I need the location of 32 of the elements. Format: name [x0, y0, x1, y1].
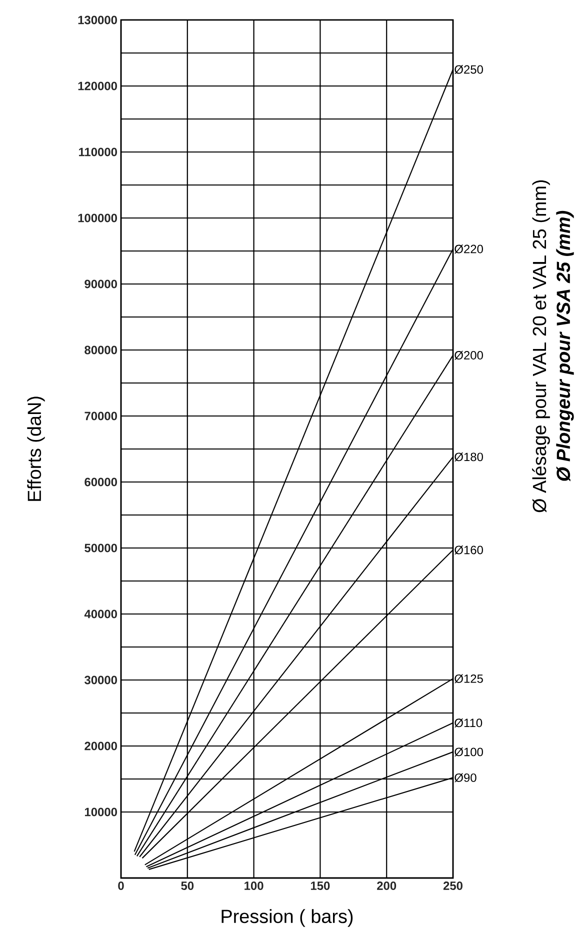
- series-label: Ø250: [454, 65, 483, 74]
- y-tick-label: 120000: [78, 82, 117, 90]
- series-label: Ø90: [454, 773, 476, 782]
- y-tick-label: 130000: [78, 16, 117, 24]
- y-tick-label: 10000: [84, 808, 117, 816]
- y-axis-title: Efforts (daN): [27, 396, 45, 501]
- y-tick-label: 100000: [78, 214, 117, 222]
- y-tick-label: 40000: [84, 610, 117, 618]
- x-tick-label: 100: [244, 882, 264, 890]
- series-label: Ø100: [454, 748, 483, 756]
- y-tick-label: 30000: [84, 676, 117, 684]
- x-tick-label: 150: [310, 882, 330, 890]
- series-label: Ø220: [454, 244, 483, 254]
- x-tick-label: 250: [443, 882, 462, 890]
- y-tick-label: 60000: [84, 478, 117, 486]
- series-label: Ø160: [454, 546, 483, 554]
- y-tick-label: 80000: [84, 346, 117, 354]
- series-label: Ø180: [454, 452, 483, 462]
- x-tick-label: 0: [118, 882, 124, 890]
- series-label: Ø110: [454, 718, 482, 728]
- y-tick-label: 20000: [84, 742, 117, 750]
- series-label: Ø125: [454, 674, 483, 684]
- y2-axis-title: Ø Alésage pour VAL 20 et VAL 25 (mm): [532, 180, 550, 512]
- x-tick-label: 200: [377, 882, 396, 890]
- y-tick-label: 50000: [84, 544, 117, 552]
- series-label: Ø200: [454, 350, 483, 360]
- y-tick-label: 90000: [84, 280, 117, 288]
- x-axis-title: Pression ( bars): [222, 909, 353, 927]
- y-tick-label: 70000: [84, 412, 117, 420]
- x-tick-label: 50: [181, 882, 194, 890]
- text: Ø Plongeur pour VSA 25 (mm): [556, 210, 574, 482]
- y-tick-label: 110000: [78, 148, 117, 156]
